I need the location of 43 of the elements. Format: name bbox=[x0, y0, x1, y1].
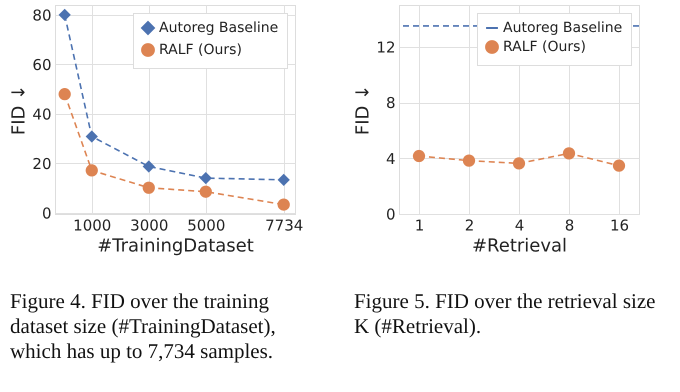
point bbox=[86, 130, 98, 143]
point bbox=[58, 88, 71, 100]
legend-label: RALF (Ours) bbox=[159, 42, 242, 58]
y-tick-label: 20 bbox=[32, 154, 52, 173]
point bbox=[512, 157, 526, 170]
point bbox=[142, 182, 155, 194]
y-tick-label: 60 bbox=[32, 56, 52, 74]
y-tick-label: 80 bbox=[32, 6, 52, 24]
ref-line-label: Autoreg Baseline bbox=[503, 20, 622, 36]
point bbox=[278, 198, 290, 211]
x-axis-title: #Retrieval bbox=[472, 236, 568, 256]
point bbox=[200, 172, 212, 184]
x-tick-label: 5000 bbox=[187, 216, 226, 234]
x-tick-label: 7734 bbox=[265, 216, 304, 234]
point bbox=[612, 160, 626, 172]
y-axis-title: FID ↓ bbox=[352, 84, 374, 136]
caption: Figure 5. FID over the retrieval size K (#Retrieval). bbox=[354, 289, 656, 339]
x-axis-title: #TrainingDataset bbox=[97, 236, 254, 256]
x-tick-label: 16 bbox=[610, 216, 630, 234]
point bbox=[200, 186, 212, 198]
y-axis-title: FID ↓ bbox=[8, 84, 30, 136]
point bbox=[58, 8, 71, 22]
x-tick-label: 3000 bbox=[130, 216, 168, 234]
point bbox=[86, 164, 98, 177]
point bbox=[412, 150, 426, 162]
x-tick-label: 1 bbox=[414, 216, 424, 234]
x-tick-label: 8 bbox=[564, 216, 574, 234]
y-tick-label: 40 bbox=[32, 105, 52, 124]
y-tick-label: 12 bbox=[376, 38, 396, 56]
point bbox=[562, 147, 576, 160]
y-tick-label: 0 bbox=[386, 206, 396, 224]
point bbox=[462, 154, 476, 167]
caption: Figure 4. FID over the training dataset size (#TrainingDataset), which has up to 7,734 samples. bbox=[10, 289, 277, 364]
y-tick-label: 4 bbox=[386, 150, 396, 168]
x-tick-label: 1000 bbox=[73, 216, 112, 234]
legend-label: RALF (Ours) bbox=[503, 39, 586, 55]
y-tick-label: 0 bbox=[42, 204, 52, 223]
x-tick-label: 2 bbox=[464, 216, 474, 234]
point bbox=[142, 160, 155, 173]
y-tick-label: 8 bbox=[386, 94, 396, 112]
legend-label: Autoreg Baseline bbox=[159, 20, 278, 36]
x-tick-label: 4 bbox=[514, 216, 524, 234]
point bbox=[278, 174, 290, 186]
